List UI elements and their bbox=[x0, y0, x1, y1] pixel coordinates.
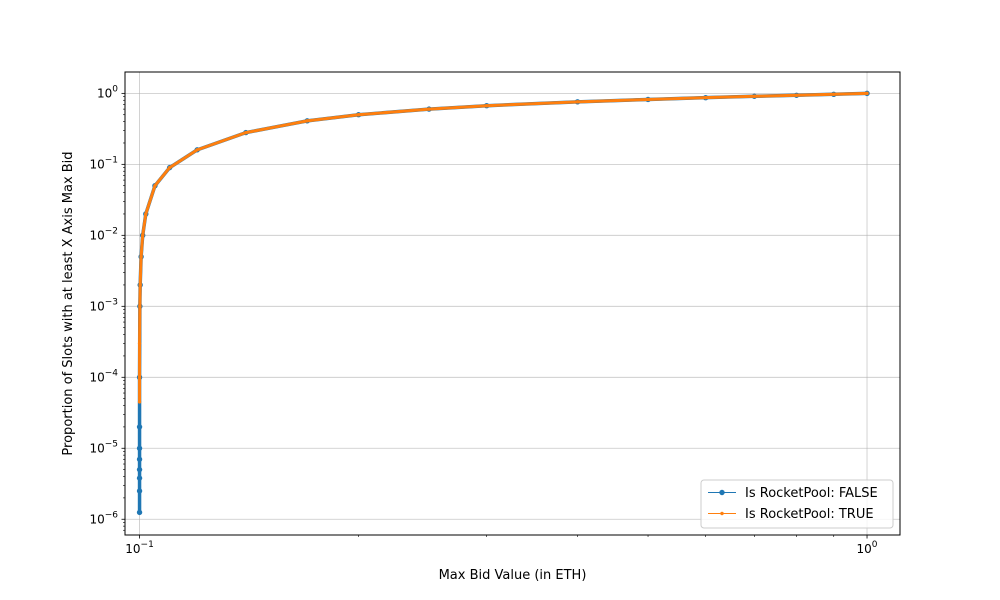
data-point bbox=[140, 233, 145, 238]
legend-box bbox=[700, 479, 894, 529]
data-point bbox=[136, 475, 143, 481]
legend: Is RocketPool: FALSE Is RocketPool: TRUE bbox=[700, 479, 894, 529]
y-tick-label: 10−6 bbox=[89, 510, 118, 526]
data-point bbox=[575, 100, 580, 104]
y-tick-label: 10−5 bbox=[89, 439, 118, 455]
x-tick-label: 100 bbox=[857, 540, 878, 556]
ticks: 10−1 100 10−6 10−5 10−4 10−3 10−2 10−1 100 bbox=[89, 84, 877, 556]
data-point bbox=[153, 184, 157, 188]
legend-label-false: Is RocketPool: FALSE bbox=[745, 486, 878, 501]
data-point bbox=[137, 400, 142, 404]
legend-marker-true bbox=[720, 511, 724, 516]
data-point bbox=[136, 509, 143, 516]
series-layer bbox=[136, 90, 870, 516]
x-axis-label: Max Bid Value (in ETH) bbox=[439, 568, 587, 583]
series-line bbox=[137, 91, 869, 515]
y-tick-label: 100 bbox=[97, 84, 118, 100]
y-tick-label: 10−2 bbox=[89, 226, 118, 242]
data-point bbox=[137, 341, 142, 346]
data-point bbox=[427, 107, 431, 111]
data-point bbox=[752, 94, 757, 98]
data-point bbox=[144, 212, 148, 216]
data-point bbox=[244, 130, 248, 135]
y-tick-label: 10−3 bbox=[89, 297, 118, 313]
data-point bbox=[138, 304, 142, 309]
data-point bbox=[136, 424, 143, 430]
data-point bbox=[137, 375, 142, 379]
data-point bbox=[646, 97, 650, 102]
data-point bbox=[703, 95, 708, 100]
data-point bbox=[136, 466, 143, 473]
data-point bbox=[138, 283, 142, 287]
legend-label-true: Is RocketPool: TRUE bbox=[745, 507, 874, 522]
series-0 bbox=[136, 90, 870, 516]
y-tick-label: 10−4 bbox=[89, 368, 118, 384]
data-point bbox=[794, 93, 799, 97]
legend-marker-false bbox=[719, 489, 725, 496]
data-point bbox=[832, 92, 836, 97]
series-line bbox=[138, 91, 869, 404]
y-axis-label: Proportion of Slots with at least X Axis… bbox=[61, 151, 76, 455]
series-1 bbox=[137, 91, 869, 404]
legend-entry-false: Is RocketPool: FALSE bbox=[708, 486, 878, 501]
data-point bbox=[136, 445, 143, 451]
y-tick-label: 10−1 bbox=[89, 155, 118, 171]
data-point bbox=[136, 456, 143, 462]
data-point bbox=[484, 104, 489, 108]
data-point bbox=[139, 255, 143, 259]
data-point bbox=[305, 119, 309, 123]
data-point bbox=[865, 91, 869, 96]
data-point bbox=[356, 113, 361, 117]
x-tick-label: 10−1 bbox=[125, 540, 154, 556]
plot-area bbox=[124, 71, 901, 536]
data-point bbox=[136, 488, 143, 494]
data-point bbox=[167, 165, 172, 170]
legend-entry-true: Is RocketPool: TRUE bbox=[708, 507, 874, 522]
grid bbox=[125, 72, 900, 535]
data-point bbox=[195, 148, 199, 152]
